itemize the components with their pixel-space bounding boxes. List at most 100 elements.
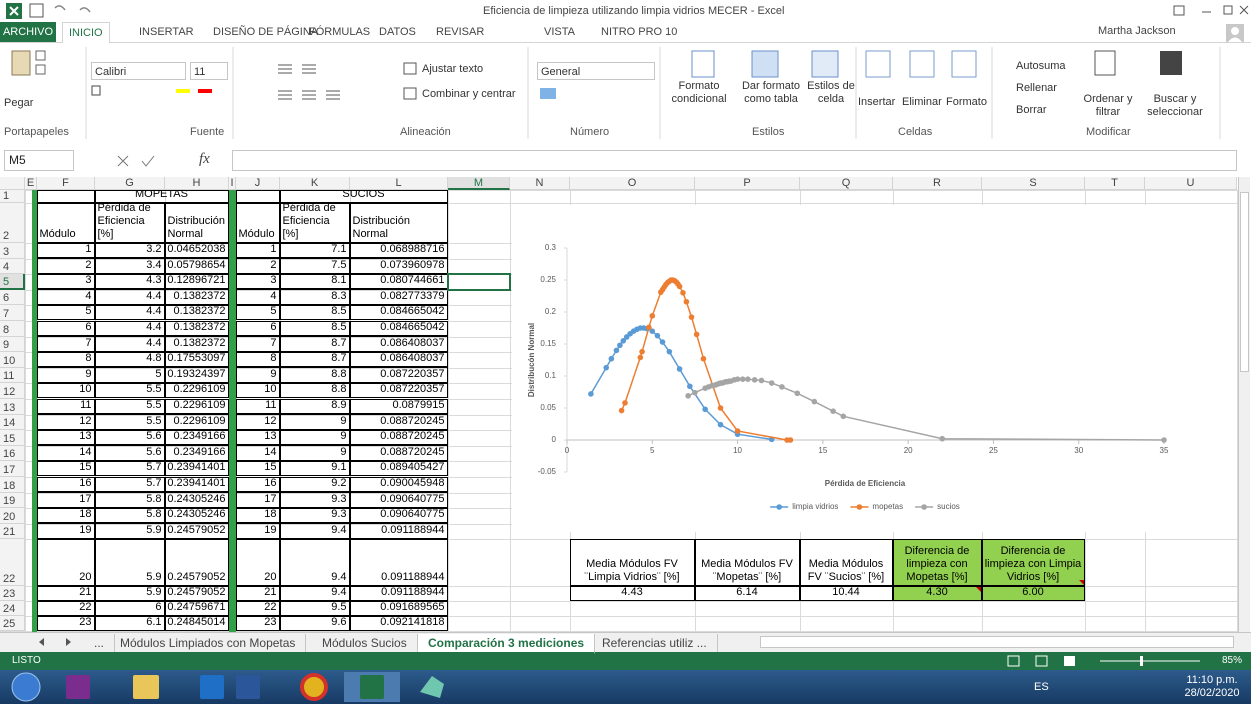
page-break-view[interactable] <box>1064 656 1075 666</box>
column-header[interactable]: O <box>570 177 695 190</box>
cancel-button[interactable] <box>118 156 128 166</box>
row-header[interactable]: 4 <box>0 259 25 275</box>
ribbon-command[interactable]: General <box>537 62 655 80</box>
zoom-level[interactable]: 85% <box>1222 655 1242 666</box>
column-header[interactable]: G <box>95 177 165 190</box>
row-header[interactable]: 14 <box>0 415 25 431</box>
ribbon-tab[interactable]: FÓRMULAS <box>303 22 376 42</box>
start-button[interactable] <box>12 673 40 701</box>
ribbon-command[interactable]: Estilos de celda <box>806 80 856 106</box>
row-header[interactable]: 25 <box>0 616 25 631</box>
ribbon-command[interactable]: Ordenar y filtrar <box>1080 93 1136 119</box>
row-header[interactable]: 18 <box>0 477 25 493</box>
undo-icon[interactable] <box>55 6 65 10</box>
row-header[interactable]: 2 <box>0 203 25 243</box>
merge-icon[interactable] <box>404 88 416 99</box>
insert-cells-icon[interactable] <box>866 51 890 77</box>
column-header[interactable]: R <box>893 177 982 190</box>
ribbon-command[interactable]: Calibri <box>91 62 186 80</box>
restore-button[interactable] <box>1224 6 1232 14</box>
ribbon-command[interactable]: Eliminar <box>902 96 948 109</box>
currency-icon[interactable] <box>540 88 556 99</box>
ribbon-command[interactable]: Combinar y centrar <box>422 88 532 101</box>
font-color-button[interactable] <box>198 89 212 93</box>
ribbon-command[interactable]: Formato <box>946 96 990 109</box>
save-icon[interactable] <box>30 4 43 17</box>
ribbon-tab[interactable]: DATOS <box>373 22 422 42</box>
file-tab[interactable]: ARCHIVO <box>0 22 56 42</box>
ribbon-command[interactable]: Rellenar <box>1016 82 1076 95</box>
selected-cell[interactable] <box>447 273 511 291</box>
page-layout-view[interactable] <box>1036 656 1047 666</box>
row-header[interactable]: 9 <box>0 337 25 353</box>
ribbon-command[interactable]: Autosuma <box>1016 60 1086 73</box>
sheet-tab[interactable]: Comparación 3 mediciones <box>418 634 595 654</box>
column-header[interactable]: T <box>1085 177 1145 190</box>
column-header[interactable]: N <box>510 177 570 190</box>
column-header[interactable]: L <box>350 177 448 190</box>
row-header[interactable]: 1 <box>0 190 25 203</box>
ribbon-display-button[interactable] <box>1174 6 1184 15</box>
column-header[interactable]: E <box>25 177 37 190</box>
other-app[interactable] <box>420 676 444 698</box>
cut-icon[interactable] <box>36 51 45 60</box>
close-button[interactable] <box>1240 6 1248 14</box>
row-header[interactable]: 12 <box>0 383 25 399</box>
column-header[interactable]: F <box>37 177 95 190</box>
clock[interactable]: 11:10 p.m. 28/02/2020 <box>1180 674 1244 700</box>
excel-app[interactable] <box>360 675 384 699</box>
row-header[interactable]: 10 <box>0 352 25 368</box>
ribbon-tab[interactable]: INSERTAR <box>133 22 200 42</box>
ribbon-command[interactable]: Ajustar texto <box>422 63 522 76</box>
table-format-icon[interactable] <box>752 51 778 77</box>
ribbon-command[interactable]: 11 <box>190 62 228 80</box>
row-header[interactable]: 20 <box>0 508 25 524</box>
format-cells-icon[interactable] <box>952 51 976 77</box>
row-header[interactable]: 19 <box>0 493 25 509</box>
ribbon-tab[interactable]: NITRO PRO 10 <box>595 22 683 42</box>
column-header[interactable]: J <box>236 177 280 190</box>
ribbon-command[interactable]: Formato condicional <box>666 80 732 106</box>
ribbon-tab[interactable]: REVISAR <box>430 22 490 42</box>
user-name[interactable]: Martha Jackson <box>1098 25 1176 37</box>
horizontal-scrollbar[interactable] <box>760 636 1234 648</box>
copy-icon[interactable] <box>36 65 45 74</box>
row-header[interactable]: 23 <box>0 586 25 601</box>
column-header[interactable]: U <box>1145 177 1237 190</box>
column-header[interactable]: S <box>982 177 1085 190</box>
scroll-thumb[interactable] <box>1240 192 1249 372</box>
row-header[interactable]: 5 <box>0 274 25 290</box>
sheet-tab[interactable]: Módulos Sucios <box>312 634 418 652</box>
explorer-app[interactable] <box>133 675 159 699</box>
ribbon-command[interactable]: Borrar <box>1016 104 1076 117</box>
input-language[interactable]: ES <box>1034 681 1049 693</box>
redo-icon[interactable] <box>80 8 90 12</box>
row-header[interactable]: 15 <box>0 430 25 446</box>
row-header[interactable]: 16 <box>0 446 25 462</box>
wrap-icon[interactable] <box>404 63 416 74</box>
sheet-tab[interactable]: Módulos Limpiados con Mopetas <box>110 634 306 652</box>
row-header[interactable]: 8 <box>0 321 25 337</box>
word-app[interactable] <box>236 675 260 699</box>
paste-icon[interactable] <box>12 51 30 75</box>
ribbon-command[interactable]: Pegar <box>4 97 44 110</box>
column-header[interactable]: Q <box>800 177 893 190</box>
sheet-tab[interactable]: Referencias utiliz ... <box>592 634 718 652</box>
user-avatar[interactable] <box>1226 24 1246 42</box>
row-header[interactable]: 11 <box>0 368 25 384</box>
row-header[interactable]: 21 <box>0 524 25 540</box>
fill-color-button[interactable] <box>176 89 190 93</box>
name-box[interactable]: M5 <box>4 150 74 171</box>
ribbon-command[interactable]: Dar formato como tabla <box>732 80 810 106</box>
row-header[interactable]: 13 <box>0 399 25 415</box>
find-icon[interactable] <box>1160 51 1182 75</box>
outlook-app[interactable] <box>200 675 224 699</box>
column-header[interactable]: P <box>695 177 800 190</box>
insert-function-button[interactable]: fx <box>199 151 210 168</box>
column-header[interactable]: K <box>280 177 350 190</box>
ribbon-tab[interactable]: INICIO <box>62 22 110 43</box>
chrome-app[interactable] <box>302 675 326 699</box>
cell-style-icon[interactable] <box>812 51 838 77</box>
row-header[interactable]: 7 <box>0 305 25 321</box>
